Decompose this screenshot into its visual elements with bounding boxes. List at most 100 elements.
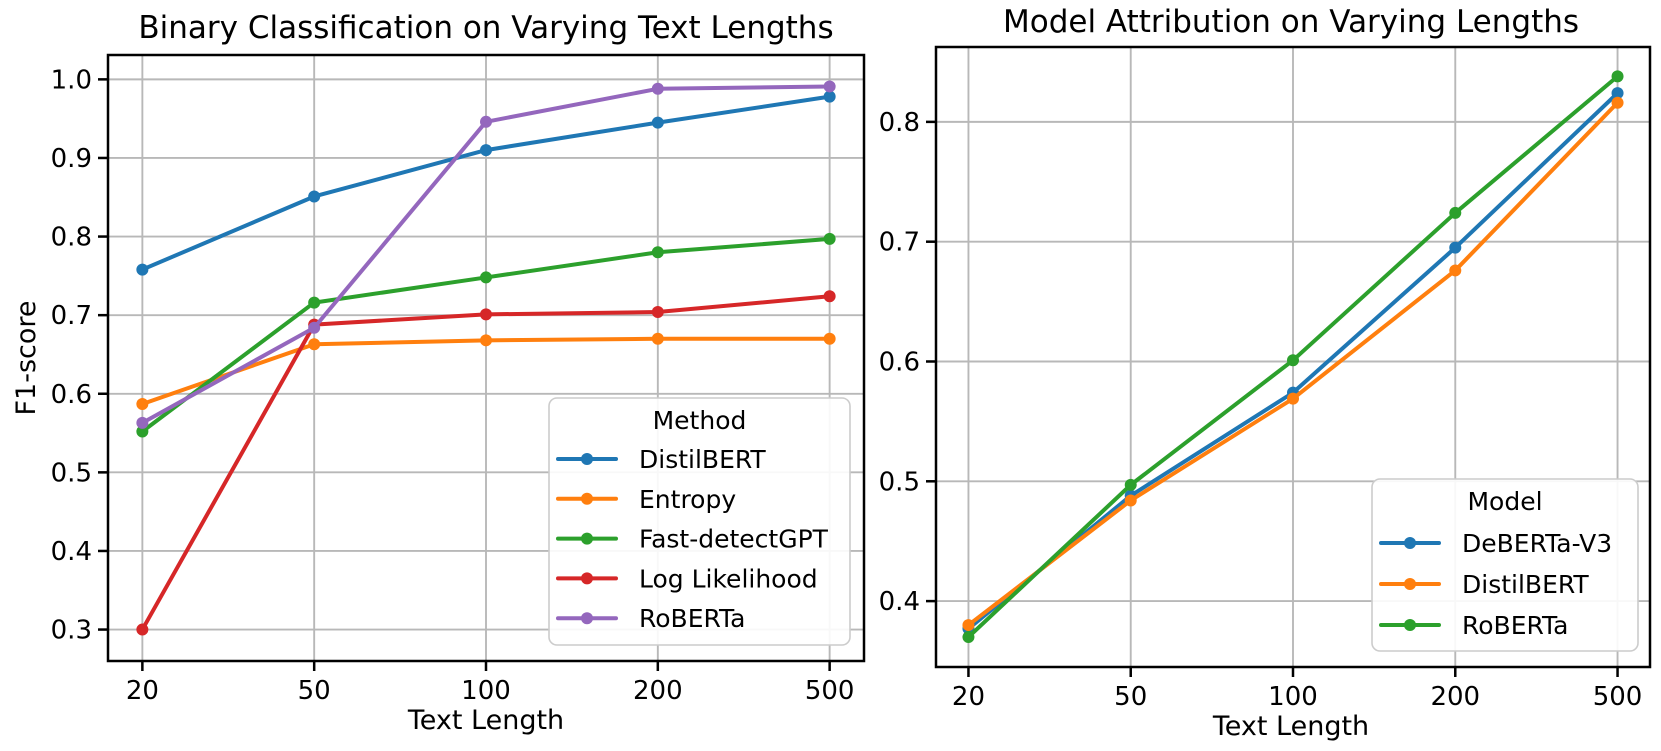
legend-label: Fast-detectGPT [639, 525, 829, 554]
data-point [480, 308, 492, 321]
y-tick-label: 0.6 [51, 380, 92, 410]
right-chart-title: Model Attribution on Varying Lengths [1002, 4, 1580, 40]
data-point [308, 338, 321, 351]
data-point [1124, 494, 1137, 507]
legend-entry-DeBERTa-V3: DeBERTa-V3 [1379, 529, 1612, 558]
legend-entry-Entropy: Entropy [556, 485, 736, 514]
legend-label: DeBERTa-V3 [1462, 529, 1612, 558]
data-point [136, 263, 149, 276]
series-RoBERTa [136, 80, 836, 429]
data-point [1449, 264, 1462, 277]
data-point [1611, 96, 1624, 109]
x-axis: 20 50 100 200 500 [952, 667, 1642, 712]
x-tick-label: 100 [1268, 682, 1318, 712]
data-point [308, 296, 321, 309]
y-tick-label: 0.8 [51, 223, 92, 253]
data-point [136, 623, 149, 636]
series-DistilBERT [962, 96, 1624, 632]
legend-title: Model [1467, 487, 1542, 516]
y-tick-label: 0.7 [51, 301, 92, 331]
chart-1: 20 50 100 200 500 0.4 0.5 0.6 0.7 0.8 Model DeBERTa… [879, 45, 1652, 712]
chart-0: 20 50 100 200 500 0.3 0.4 0.5 0.6 0.7 0.8 0.9 1.0 Met… [51, 53, 866, 706]
legend-entry-RoBERTa: RoBERTa [1379, 611, 1569, 640]
y-tick-label: 0.4 [51, 537, 92, 567]
x-tick-label: 20 [126, 676, 159, 706]
legend-title: Method [653, 406, 747, 435]
left-chart-title: Binary Classification on Varying Text Le… [138, 10, 834, 46]
left-chart-ylabel: F1-score [11, 300, 43, 416]
legend-entry-DistilBERT: DistilBERT [556, 445, 766, 474]
data-point [308, 321, 321, 334]
data-point [651, 116, 664, 129]
legend-entry-DistilBERT: DistilBERT [1379, 570, 1589, 599]
legend: Method DistilBERT Entropy Fast-detectGPT Log… [548, 397, 851, 646]
left-chart-xlabel: Text Length [407, 705, 565, 736]
y-tick-label: 0.9 [51, 144, 92, 174]
right-chart-xlabel: Text Length [1212, 711, 1370, 742]
data-point [651, 246, 664, 259]
legend-label: DistilBERT [639, 445, 766, 474]
legend-label: RoBERTa [639, 604, 746, 633]
data-point [651, 82, 664, 95]
data-point [1124, 478, 1137, 491]
x-axis: 20 50 100 200 500 [126, 661, 855, 706]
legend-entry-Log Likelihood: Log Likelihood [556, 564, 818, 593]
x-tick-label: 50 [298, 676, 331, 706]
data-point [480, 271, 492, 284]
data-point [823, 80, 836, 93]
x-tick-label: 20 [952, 682, 985, 712]
series-Entropy [136, 332, 836, 410]
x-tick-label: 500 [805, 676, 855, 706]
data-point [1449, 206, 1462, 219]
legend-label: Log Likelihood [639, 564, 818, 593]
y-tick-label: 0.6 [879, 347, 920, 377]
y-tick-label: 1.0 [51, 65, 92, 95]
x-tick-label: 50 [1114, 682, 1147, 712]
data-point [1287, 354, 1299, 367]
data-point [823, 232, 836, 245]
data-point [1449, 241, 1462, 254]
series-Fast-detectGPT [136, 232, 836, 438]
data-point [1611, 70, 1624, 83]
data-point [1287, 392, 1299, 405]
data-point [823, 290, 836, 303]
legend-box [548, 397, 851, 646]
data-point [651, 332, 664, 345]
y-tick-label: 0.5 [51, 458, 92, 488]
legend-label: Entropy [639, 485, 736, 514]
data-point [480, 144, 492, 157]
legend-entry-RoBERTa: RoBERTa [556, 604, 746, 633]
data-point [480, 334, 492, 347]
data-point [962, 631, 975, 644]
y-tick-label: 0.3 [51, 616, 92, 646]
legend-box [1371, 478, 1639, 652]
data-point [136, 425, 149, 438]
x-tick-label: 200 [1430, 682, 1480, 712]
data-point [136, 416, 149, 429]
data-point [136, 397, 149, 410]
data-point [651, 306, 664, 319]
y-tick-label: 0.7 [879, 228, 920, 258]
legend-label: RoBERTa [1462, 611, 1569, 640]
data-point [962, 619, 975, 632]
y-tick-label: 0.5 [879, 467, 920, 497]
y-axis: 0.4 0.5 0.6 0.7 0.8 [879, 108, 936, 617]
y-tick-label: 0.8 [879, 108, 920, 138]
y-axis: 0.3 0.4 0.5 0.6 0.7 0.8 0.9 1.0 [51, 65, 108, 646]
legend-entry-Fast-detectGPT: Fast-detectGPT [556, 525, 829, 554]
legend: Model DeBERTa-V3 DistilBERT RoBERTa [1371, 478, 1639, 652]
data-point [1611, 87, 1624, 100]
x-tick-label: 200 [633, 676, 683, 706]
data-point [308, 190, 321, 203]
x-tick-label: 100 [461, 676, 511, 706]
series-DistilBERT [136, 90, 836, 276]
data-point [823, 332, 836, 345]
legend-label: DistilBERT [1462, 570, 1589, 599]
series-RoBERTa [962, 70, 1624, 644]
y-tick-label: 0.4 [879, 587, 920, 617]
data-point [823, 90, 836, 103]
x-tick-label: 500 [1593, 682, 1643, 712]
data-point [480, 115, 492, 128]
